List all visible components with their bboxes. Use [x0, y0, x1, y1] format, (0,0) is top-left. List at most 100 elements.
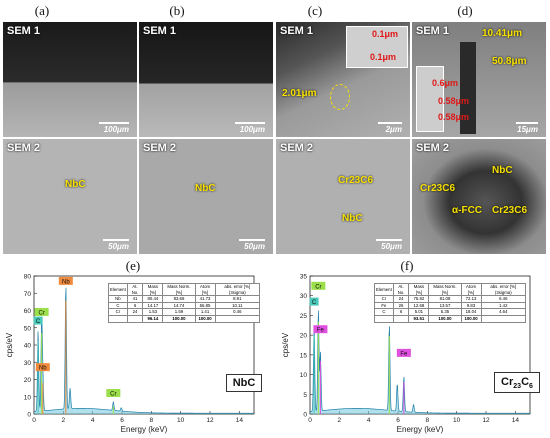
peak-label: Fe [400, 351, 408, 357]
x-tick-label: 8 [426, 417, 430, 424]
table-total-cell [126, 314, 144, 323]
table-cell: C [108, 301, 128, 310]
peak-label-bg [33, 316, 43, 325]
panel-label-c: (c) [307, 3, 323, 18]
sem-image-c1: SEM 1 0.1μm 0.1μm 2.01μm 2μm [276, 22, 410, 137]
table-total-cell: 96.14 [142, 314, 164, 323]
y-tick-label: 35 [300, 274, 308, 281]
scale-text: 50μm [108, 242, 129, 251]
phase-label: NbC [65, 179, 86, 190]
panel-label-d: (d) [457, 3, 473, 18]
x-tick-label: 6 [396, 417, 400, 424]
dimension-label: 0.1μm [370, 52, 397, 62]
scale-bar [235, 122, 265, 124]
phase-badge-e: NbC [226, 374, 262, 392]
table-cell: 24 [126, 308, 144, 316]
x-axis-label: Energy (keV) [121, 425, 168, 434]
y-tick-label: 0 [27, 412, 31, 419]
sem-image-d2: SEM 2 Cr23C6 NbC α-FCC Cr23C6 [412, 139, 546, 254]
sem-label: SEM 1 [143, 25, 177, 37]
table-cell: 81.08 [428, 295, 462, 303]
table-header: Mass [%] [142, 282, 164, 297]
x-tick-label: 4 [367, 417, 371, 424]
table-total-cell [374, 314, 394, 323]
x-tick-label: 12 [206, 417, 214, 424]
table-cell: 5.35 [428, 308, 462, 316]
table-cell: 1.53 [142, 308, 164, 316]
eds-table-f: Element At. No. Mass [%] Mass Norm. [%] Atom… [374, 282, 527, 323]
table-header: Mass [%] [408, 282, 430, 297]
x-tick-label: 0 [32, 417, 36, 424]
dimension-label: 2.01μm [282, 88, 317, 99]
y-tick-label: 50 [24, 325, 32, 332]
table-total-cell: 93.51 [408, 314, 430, 323]
x-tick-label: 10 [177, 417, 185, 424]
dimension-label: 0.58μm [438, 112, 470, 122]
y-tick-label: 5 [303, 392, 307, 399]
table-cell: 8.91 [214, 295, 261, 303]
table-cell: 6 [392, 308, 410, 316]
table-cell: 13.57 [428, 301, 462, 310]
table-cell: 6.46 [480, 295, 527, 303]
precipitate-region [460, 42, 476, 134]
scale-bar [516, 122, 538, 124]
peak-label: C [312, 300, 317, 306]
table-header: Element [374, 282, 394, 297]
dimension-label: 50.8μm [492, 56, 527, 67]
y-tick-label: 40 [24, 343, 32, 350]
table-cell: 41.73 [194, 295, 216, 303]
scale-bar [103, 239, 129, 241]
peak-label-bg [396, 348, 411, 357]
x-tick-label: 10 [453, 417, 461, 424]
table-cell: 12.68 [408, 301, 430, 310]
scale-bar [376, 239, 402, 241]
x-tick-label: 14 [236, 417, 244, 424]
table-cell: 1.59 [162, 308, 196, 316]
y-tick-label: 30 [24, 360, 32, 367]
table-cell: 0.46 [214, 308, 261, 316]
y-tick-label: 20 [24, 377, 32, 384]
inset-box [416, 66, 444, 132]
table-cell: 56.85 [194, 301, 216, 310]
sem-label: SEM 2 [7, 142, 41, 154]
sem-label: SEM 2 [416, 142, 450, 154]
inset-box [346, 26, 408, 68]
peak-label-bg [58, 276, 73, 285]
table-cell: 5.01 [408, 308, 430, 316]
x-tick-label: 0 [308, 417, 312, 424]
scale-text: 100μm [103, 125, 129, 134]
table-cell: 24 [392, 295, 410, 303]
x-tick-label: 8 [150, 417, 154, 424]
peak-label: Fe [317, 328, 325, 334]
y-tick-label: 15 [300, 352, 308, 359]
table-total-cell: 100.00 [428, 314, 462, 323]
sem-image-a1: SEM 1 100μm [3, 22, 137, 137]
y-axis-label: cps/eV [281, 332, 290, 357]
table-total-cell [108, 314, 128, 323]
panel-label-a: (a) [34, 3, 50, 18]
y-tick-label: 30 [300, 293, 308, 300]
sem-label: SEM 2 [143, 142, 177, 154]
table-cell: Cr [108, 308, 128, 316]
table-total-cell [480, 314, 527, 323]
y-tick-label: 60 [24, 308, 32, 315]
dimension-label: 10.41μm [482, 28, 523, 39]
sem-image-c2: SEM 2 Cr23C6 NbC 50μm [276, 139, 410, 254]
table-total-cell [214, 314, 261, 323]
peak-label-bg [309, 297, 319, 306]
table-cell: Fe [374, 301, 394, 310]
table-cell: 1.41 [194, 308, 216, 316]
scale-text: 100μm [239, 125, 265, 134]
y-tick-label: 10 [300, 372, 308, 379]
sem-label: SEM 1 [7, 25, 41, 37]
sem-image-d1: SEM 1 10.41μm 50.8μm 0.6μm 0.58μm 0.58μm… [412, 22, 546, 137]
peak-label: Nb [62, 279, 70, 285]
table-cell: 26 [392, 301, 410, 310]
x-tick-label: 6 [120, 417, 124, 424]
table-header: Mass Norm. [%] [428, 282, 462, 297]
sem-label: SEM 2 [280, 142, 314, 154]
panel-label-e: (e) [125, 258, 141, 273]
table-header: Mass Norm. [%] [162, 282, 196, 297]
phase-label: Cr23C6 [338, 175, 374, 186]
table-header: At. No. [126, 282, 144, 297]
